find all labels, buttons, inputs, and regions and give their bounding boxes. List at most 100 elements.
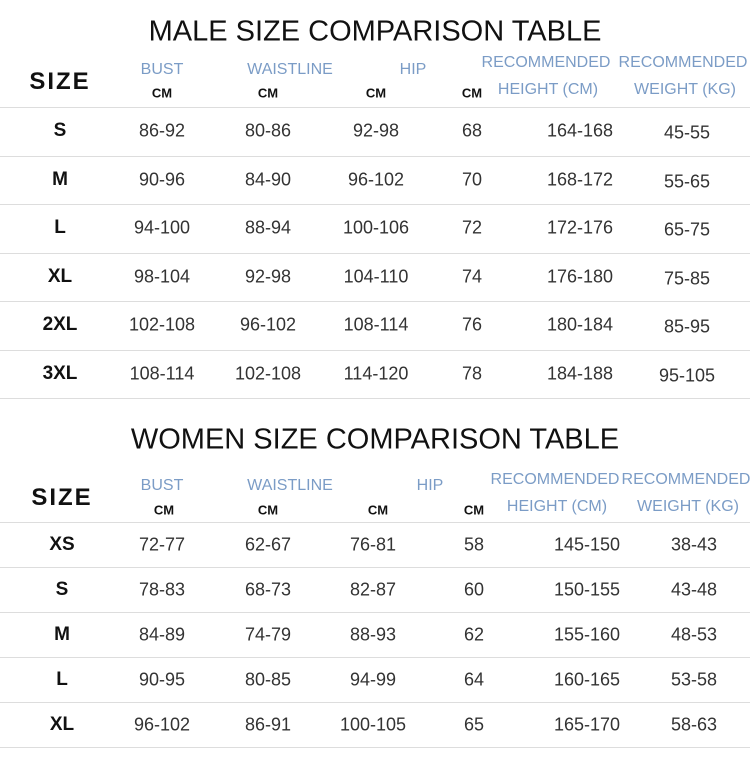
value-cell: 96-102	[239, 314, 297, 335]
value-cell: 165-170	[553, 714, 621, 734]
column-unit: CM	[151, 85, 173, 101]
column-unit: CM	[365, 85, 387, 101]
value-cell: 108-114	[343, 314, 409, 335]
column-unit: CM	[153, 502, 175, 518]
value-cell: 102-108	[234, 363, 302, 384]
value-cell: 58	[463, 534, 485, 554]
value-cell: 38-43	[670, 534, 718, 554]
row-divider	[0, 398, 750, 399]
size-cell: M	[54, 623, 70, 645]
value-cell: 74-79	[244, 624, 292, 644]
value-cell: 184-188	[546, 363, 614, 384]
column-label: BUST	[140, 61, 184, 78]
value-cell: 74	[461, 266, 483, 287]
value-cell: 88-94	[244, 217, 292, 238]
column-label: WAISTLINE	[247, 477, 333, 494]
value-cell: 78-83	[138, 579, 186, 599]
value-cell: 164-168	[546, 120, 614, 141]
value-cell: 114-120	[343, 363, 409, 384]
value-cell: 78	[461, 363, 483, 384]
column-label: BUST	[140, 477, 184, 494]
value-cell: 172-176	[546, 217, 614, 238]
row-divider	[0, 107, 750, 108]
column-sublabel: HEIGHT (CM)	[497, 81, 599, 98]
value-cell: 53-58	[670, 669, 718, 689]
column-label: RECOMMENDED	[621, 471, 750, 488]
value-cell: 180-184	[546, 314, 614, 335]
size-cell: XL	[47, 265, 73, 287]
value-cell: 80-85	[244, 669, 292, 689]
column-label: RECOMMENDED	[618, 54, 748, 71]
row-divider	[0, 252, 750, 254]
value-cell: 45-55	[663, 122, 711, 143]
value-cell: 92-98	[352, 120, 400, 141]
column-label: RECOMMENDED	[481, 54, 611, 71]
value-cell: 70	[461, 169, 483, 190]
value-cell: 94-100	[133, 217, 191, 238]
size-cell: 2XL	[42, 314, 78, 336]
value-cell: 84-89	[138, 624, 186, 644]
column-sublabel: WEIGHT (KG)	[634, 81, 736, 98]
value-cell: 95-105	[658, 365, 716, 386]
row-divider	[0, 349, 750, 351]
size-cell: M	[52, 168, 68, 190]
value-cell: 48-53	[670, 624, 718, 644]
value-cell: 68-73	[244, 579, 292, 599]
value-cell: 58-63	[670, 714, 718, 734]
column-label: HIP	[399, 61, 427, 78]
column-unit: CM	[257, 502, 279, 518]
value-cell: 150-155	[553, 579, 621, 599]
column-label: RECOMMENDED	[490, 471, 620, 488]
value-cell: 65-75	[663, 219, 711, 240]
row-divider	[0, 747, 750, 748]
table-title: WOMEN SIZE COMPARISON TABLE	[130, 423, 620, 456]
value-cell: 86-91	[244, 714, 292, 734]
column-sublabel: WEIGHT (KG)	[637, 498, 739, 515]
value-cell: 176-180	[546, 266, 614, 287]
row-divider	[0, 567, 750, 568]
value-cell: 96-102	[133, 714, 191, 734]
value-cell: 65	[463, 714, 485, 734]
value-cell: 72	[461, 217, 483, 238]
size-cell: 3XL	[42, 362, 78, 384]
row-divider	[0, 155, 750, 157]
value-cell: 168-172	[546, 169, 614, 190]
value-cell: 155-160	[553, 624, 621, 644]
row-divider	[0, 657, 750, 658]
value-cell: 62-67	[244, 534, 292, 554]
value-cell: 160-165	[553, 669, 621, 689]
value-cell: 82-87	[349, 579, 397, 599]
row-divider	[0, 301, 750, 302]
size-cell: S	[55, 578, 69, 600]
row-divider	[0, 522, 750, 523]
value-cell: 98-104	[133, 266, 191, 287]
value-cell: 88-93	[349, 624, 397, 644]
size-cell: XL	[49, 713, 75, 735]
value-cell: 102-108	[128, 314, 196, 335]
value-cell: 108-114	[129, 363, 195, 384]
column-unit: CM	[463, 502, 485, 518]
value-cell: 60	[463, 579, 485, 599]
table-title: MALE SIZE COMPARISON TABLE	[148, 15, 602, 48]
value-cell: 72-77	[138, 534, 186, 554]
value-cell: 75-85	[663, 268, 711, 289]
value-cell: 96-102	[347, 169, 405, 190]
column-label: HIP	[416, 477, 444, 494]
value-cell: 64	[463, 669, 485, 689]
size-header: SIZE	[29, 67, 91, 95]
value-cell: 86-92	[138, 120, 186, 141]
row-divider	[0, 702, 750, 703]
size-header: SIZE	[31, 484, 93, 511]
value-cell: 145-150	[553, 534, 621, 554]
column-unit: CM	[257, 85, 279, 101]
value-cell: 76-81	[349, 534, 397, 554]
value-cell: 84-90	[244, 169, 292, 190]
row-divider	[0, 612, 750, 613]
column-unit: CM	[461, 85, 483, 101]
value-cell: 76	[461, 314, 483, 335]
size-cell: L	[56, 668, 68, 690]
value-cell: 100-106	[342, 217, 410, 238]
size-cell: L	[54, 217, 66, 239]
value-cell: 92-98	[244, 266, 292, 287]
